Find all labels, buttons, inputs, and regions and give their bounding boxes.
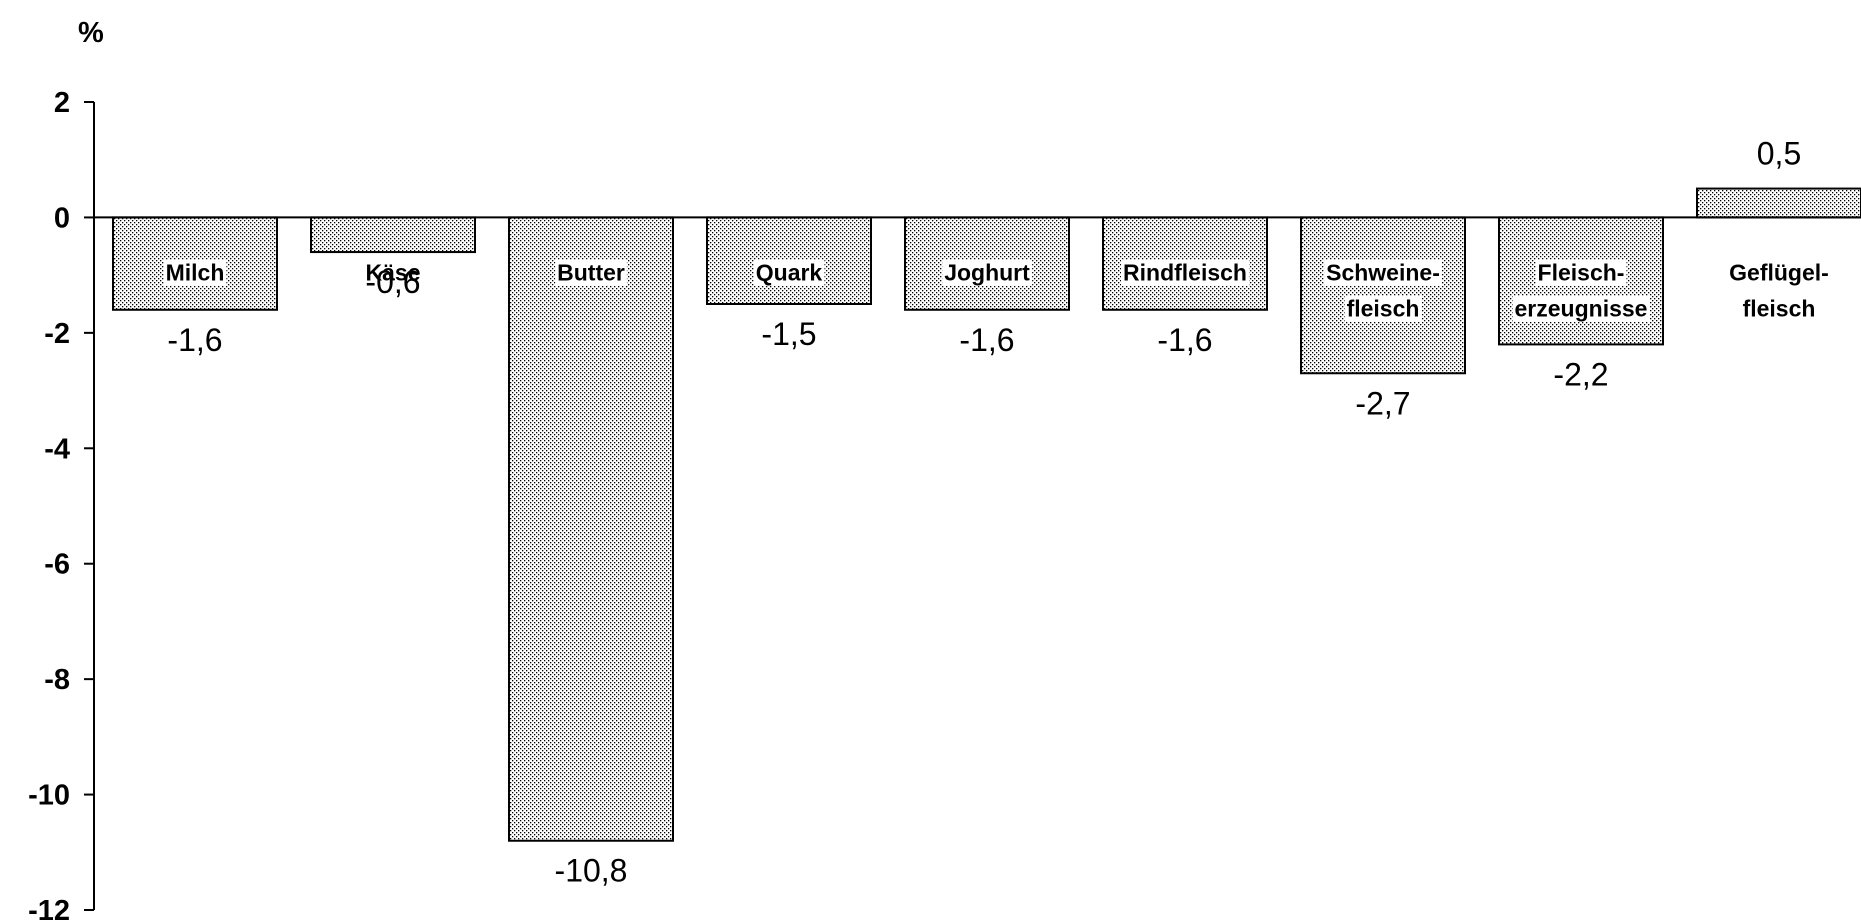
category-label: Milch (166, 259, 225, 285)
data-label: -2,2 (1553, 356, 1608, 392)
category-label: Geflügel- (1729, 259, 1829, 285)
category-label-background (1324, 259, 1442, 286)
category-label-background (753, 259, 825, 286)
category-label-background (1512, 295, 1650, 322)
labels: Milch -1,6 Käse-0,6 Butter -10,8 Quark -1,5 Jog… (163, 136, 1831, 889)
data-label: -1,5 (761, 316, 816, 352)
category-label-background (555, 259, 627, 286)
data-label: -0,6 (365, 264, 420, 300)
y-tick-label: -6 (44, 549, 70, 581)
y-tick-label: -12 (28, 895, 70, 921)
y-tick-label: -2 (44, 318, 70, 350)
y-unit-label: % (78, 17, 104, 49)
category-label-background (1740, 295, 1818, 322)
y-tick-label: -10 (28, 780, 70, 812)
y-tick-label: 2 (54, 87, 70, 119)
y-tick-label: -4 (44, 433, 70, 465)
data-label: -1,6 (1157, 322, 1212, 358)
category-label-background (1727, 259, 1831, 286)
category-label: Fleisch- (1538, 259, 1625, 285)
data-label: -1,6 (959, 322, 1014, 358)
bar (112, 216, 278, 311)
bar (310, 216, 476, 254)
category-label-background (1535, 259, 1627, 286)
category-label-background (942, 259, 1033, 286)
category-label: fleisch (1347, 295, 1420, 321)
category-label: Schweine- (1326, 259, 1440, 285)
category-label: Butter (557, 259, 625, 285)
category-label-background (1121, 259, 1249, 286)
bar (508, 216, 674, 842)
category-label: Quark (756, 259, 823, 285)
category-label-background (1344, 295, 1422, 322)
data-label: -10,8 (555, 853, 628, 889)
data-label: 0,5 (1757, 136, 1801, 172)
data-label: -2,7 (1355, 385, 1410, 421)
category-label: Joghurt (944, 259, 1030, 285)
data-label: -1,6 (167, 322, 222, 358)
category-label-background (363, 259, 423, 286)
category-label: Käse (366, 259, 421, 285)
category-label: erzeugnisse (1515, 295, 1648, 321)
category-label: Rindfleisch (1123, 259, 1247, 285)
category-label: fleisch (1743, 295, 1816, 321)
bar (1696, 187, 1861, 219)
category-label-background (163, 259, 227, 286)
bar (904, 216, 1070, 311)
y-ticks: 2 0 -2 -4 -6 -8 -10 -12 (28, 87, 94, 921)
y-tick-label: -8 (44, 664, 70, 696)
y-tick-label: 0 (54, 202, 70, 234)
